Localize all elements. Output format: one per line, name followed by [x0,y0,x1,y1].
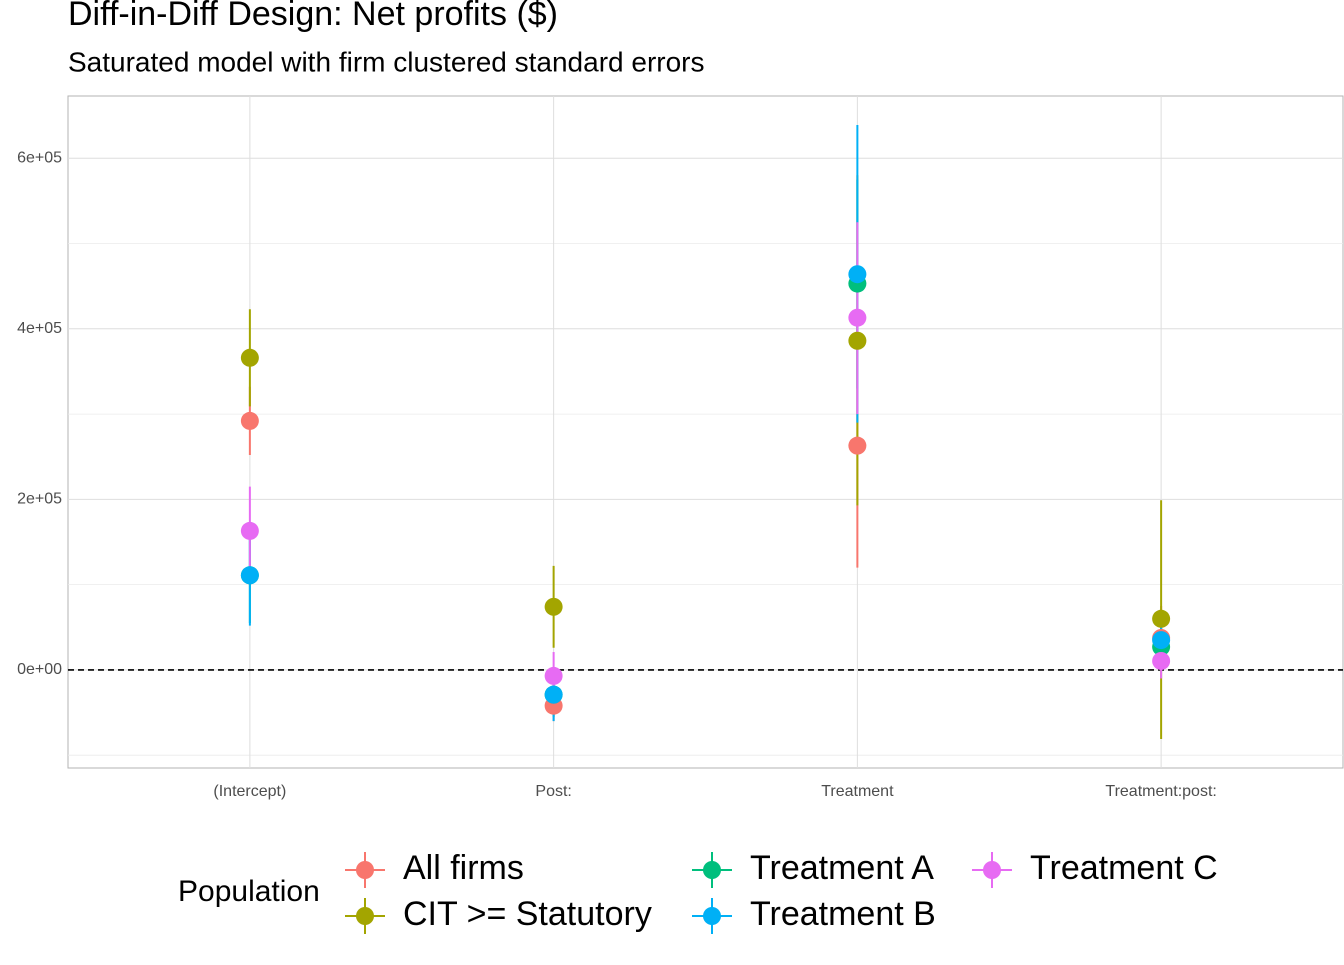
legend-key [703,861,721,879]
legend-key [356,861,374,879]
legend-label: Treatment B [750,895,936,933]
legend-key [703,907,721,925]
point [848,308,867,327]
point [1152,631,1171,650]
chart-title: Diff-in-Diff Design: Net profits ($) [68,0,558,33]
point [1152,609,1171,628]
point [240,566,259,585]
legend-key [356,907,374,925]
point [848,331,867,350]
legend-label: CIT >= Statutory [403,895,652,933]
point [240,411,259,430]
point [1152,651,1171,670]
y-tick-label: 0e+00 [17,661,62,678]
x-tick-label: (Intercept) [213,783,286,800]
x-tick-label: Post: [535,783,571,800]
y-tick-label: 6e+05 [17,149,62,166]
x-tick-label: Treatment [821,783,894,800]
point [544,685,563,704]
point [848,265,867,284]
legend-key [983,861,1001,879]
point [240,348,259,367]
point [240,521,259,540]
x-tick-label: Treatment:post: [1105,783,1216,800]
legend-label: Treatment A [750,849,934,887]
legend-title: Population [178,875,320,908]
y-tick-label: 2e+05 [17,491,62,508]
legend-label: Treatment C [1030,849,1218,887]
plot-panel [67,95,1344,769]
chart-subtitle: Saturated model with firm clustered stan… [68,46,705,77]
point [544,666,563,685]
point [848,436,867,455]
y-tick-label: 4e+05 [17,320,62,337]
point [544,597,563,616]
legend-label: All firms [403,849,524,887]
